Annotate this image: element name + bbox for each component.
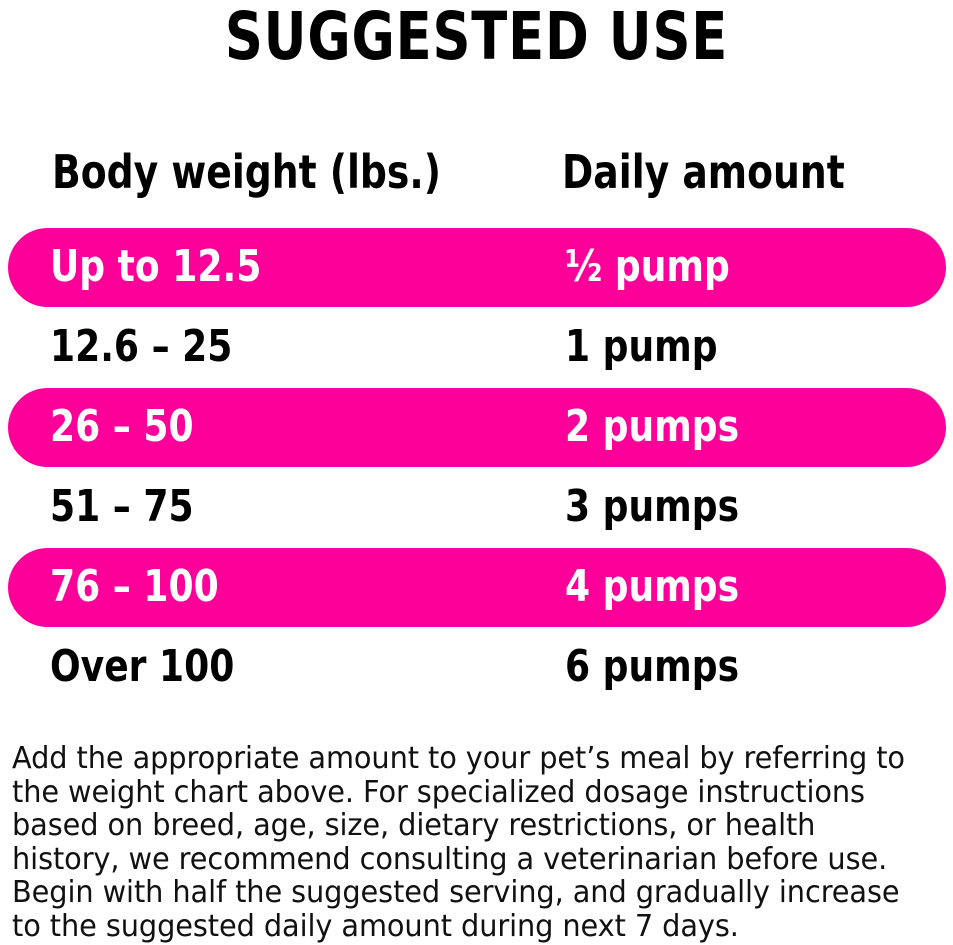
cell-daily-amount: 3 pumps — [565, 481, 740, 532]
table-row: 26 – 50 2 pumps — [0, 388, 953, 468]
usage-instructions: Add the appropriate amount to your pet’s… — [12, 742, 914, 943]
column-header-body-weight: Body weight (lbs.) — [52, 145, 441, 199]
table-body: Up to 12.5 ½ pump 12.6 – 25 1 pump 26 – 50 2 … — [0, 228, 953, 708]
page-title: SUGGESTED USE — [224, 0, 729, 75]
cell-body-weight: Over 100 — [50, 641, 235, 692]
cell-body-weight: 51 – 75 — [50, 481, 194, 532]
table-header-row: Body weight (lbs.) Daily amount — [0, 144, 953, 206]
cell-daily-amount: 2 pumps — [565, 401, 740, 452]
column-header-daily-amount: Daily amount — [562, 145, 845, 199]
cell-body-weight: Up to 12.5 — [50, 241, 262, 292]
suggested-use-table: Body weight (lbs.) Daily amount Up to 12… — [0, 144, 953, 708]
cell-body-weight: 26 – 50 — [50, 401, 194, 452]
row-highlight-pill — [8, 388, 946, 467]
cell-daily-amount: 1 pump — [565, 321, 718, 372]
row-highlight-pill — [8, 548, 946, 627]
row-highlight-pill — [8, 228, 946, 307]
table-row: Up to 12.5 ½ pump — [0, 228, 953, 308]
table-row: 12.6 – 25 1 pump — [0, 308, 953, 388]
cell-body-weight: 12.6 – 25 — [50, 321, 233, 372]
cell-daily-amount: 6 pumps — [565, 641, 740, 692]
table-row: 76 – 100 4 pumps — [0, 548, 953, 628]
table-row: 51 – 75 3 pumps — [0, 468, 953, 548]
table-row: Over 100 6 pumps — [0, 628, 953, 708]
cell-body-weight: 76 – 100 — [50, 561, 219, 612]
cell-daily-amount: 4 pumps — [565, 561, 740, 612]
cell-daily-amount: ½ pump — [565, 241, 730, 292]
usage-instructions-text: Add the appropriate amount to your pet’s… — [12, 741, 905, 944]
